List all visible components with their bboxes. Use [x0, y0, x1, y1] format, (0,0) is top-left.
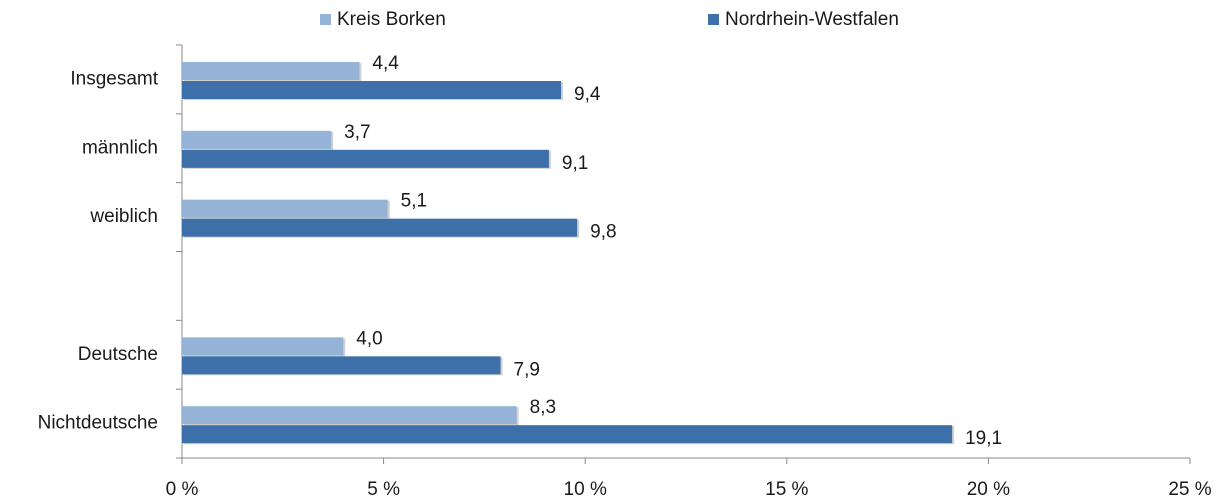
- bar: [182, 149, 549, 168]
- legend-label: Kreis Borken: [337, 9, 446, 30]
- y-tick-label: weiblich: [89, 206, 158, 227]
- bar: [182, 62, 360, 80]
- legend-swatch: [708, 14, 719, 25]
- bar: [182, 406, 517, 425]
- y-tick-label: Deutsche: [78, 344, 158, 365]
- data-label: 3,7: [344, 122, 370, 143]
- data-label: 9,8: [590, 222, 616, 243]
- data-label: 8,3: [530, 397, 556, 418]
- data-label: 9,1: [562, 153, 588, 174]
- data-label: 4,4: [372, 53, 399, 74]
- x-tick-label: 5 %: [367, 479, 400, 500]
- y-tick-label: Insgesamt: [70, 68, 158, 89]
- y-tick-label: Nichtdeutsche: [38, 413, 158, 434]
- data-label: 5,1: [401, 191, 427, 212]
- data-label: 9,4: [574, 84, 601, 105]
- data-label: 19,1: [965, 428, 1002, 449]
- bar: [182, 130, 332, 149]
- legend-label: Nordrhein-Westfalen: [725, 9, 899, 30]
- legend-swatch: [320, 14, 331, 25]
- bar: [182, 356, 501, 375]
- bar: [182, 81, 562, 99]
- bar: [182, 425, 953, 444]
- x-tick-label: 20 %: [967, 479, 1010, 500]
- bar: [182, 218, 578, 237]
- bar: [182, 199, 388, 218]
- bar: [182, 337, 344, 356]
- x-tick-label: 25 %: [1168, 479, 1211, 500]
- x-tick-label: 10 %: [564, 479, 607, 500]
- data-label: 4,0: [356, 328, 382, 349]
- x-tick-label: 15 %: [765, 479, 808, 500]
- x-tick-label: 0 %: [166, 479, 199, 500]
- y-tick-label: männlich: [82, 137, 158, 158]
- data-label: 7,9: [514, 359, 540, 380]
